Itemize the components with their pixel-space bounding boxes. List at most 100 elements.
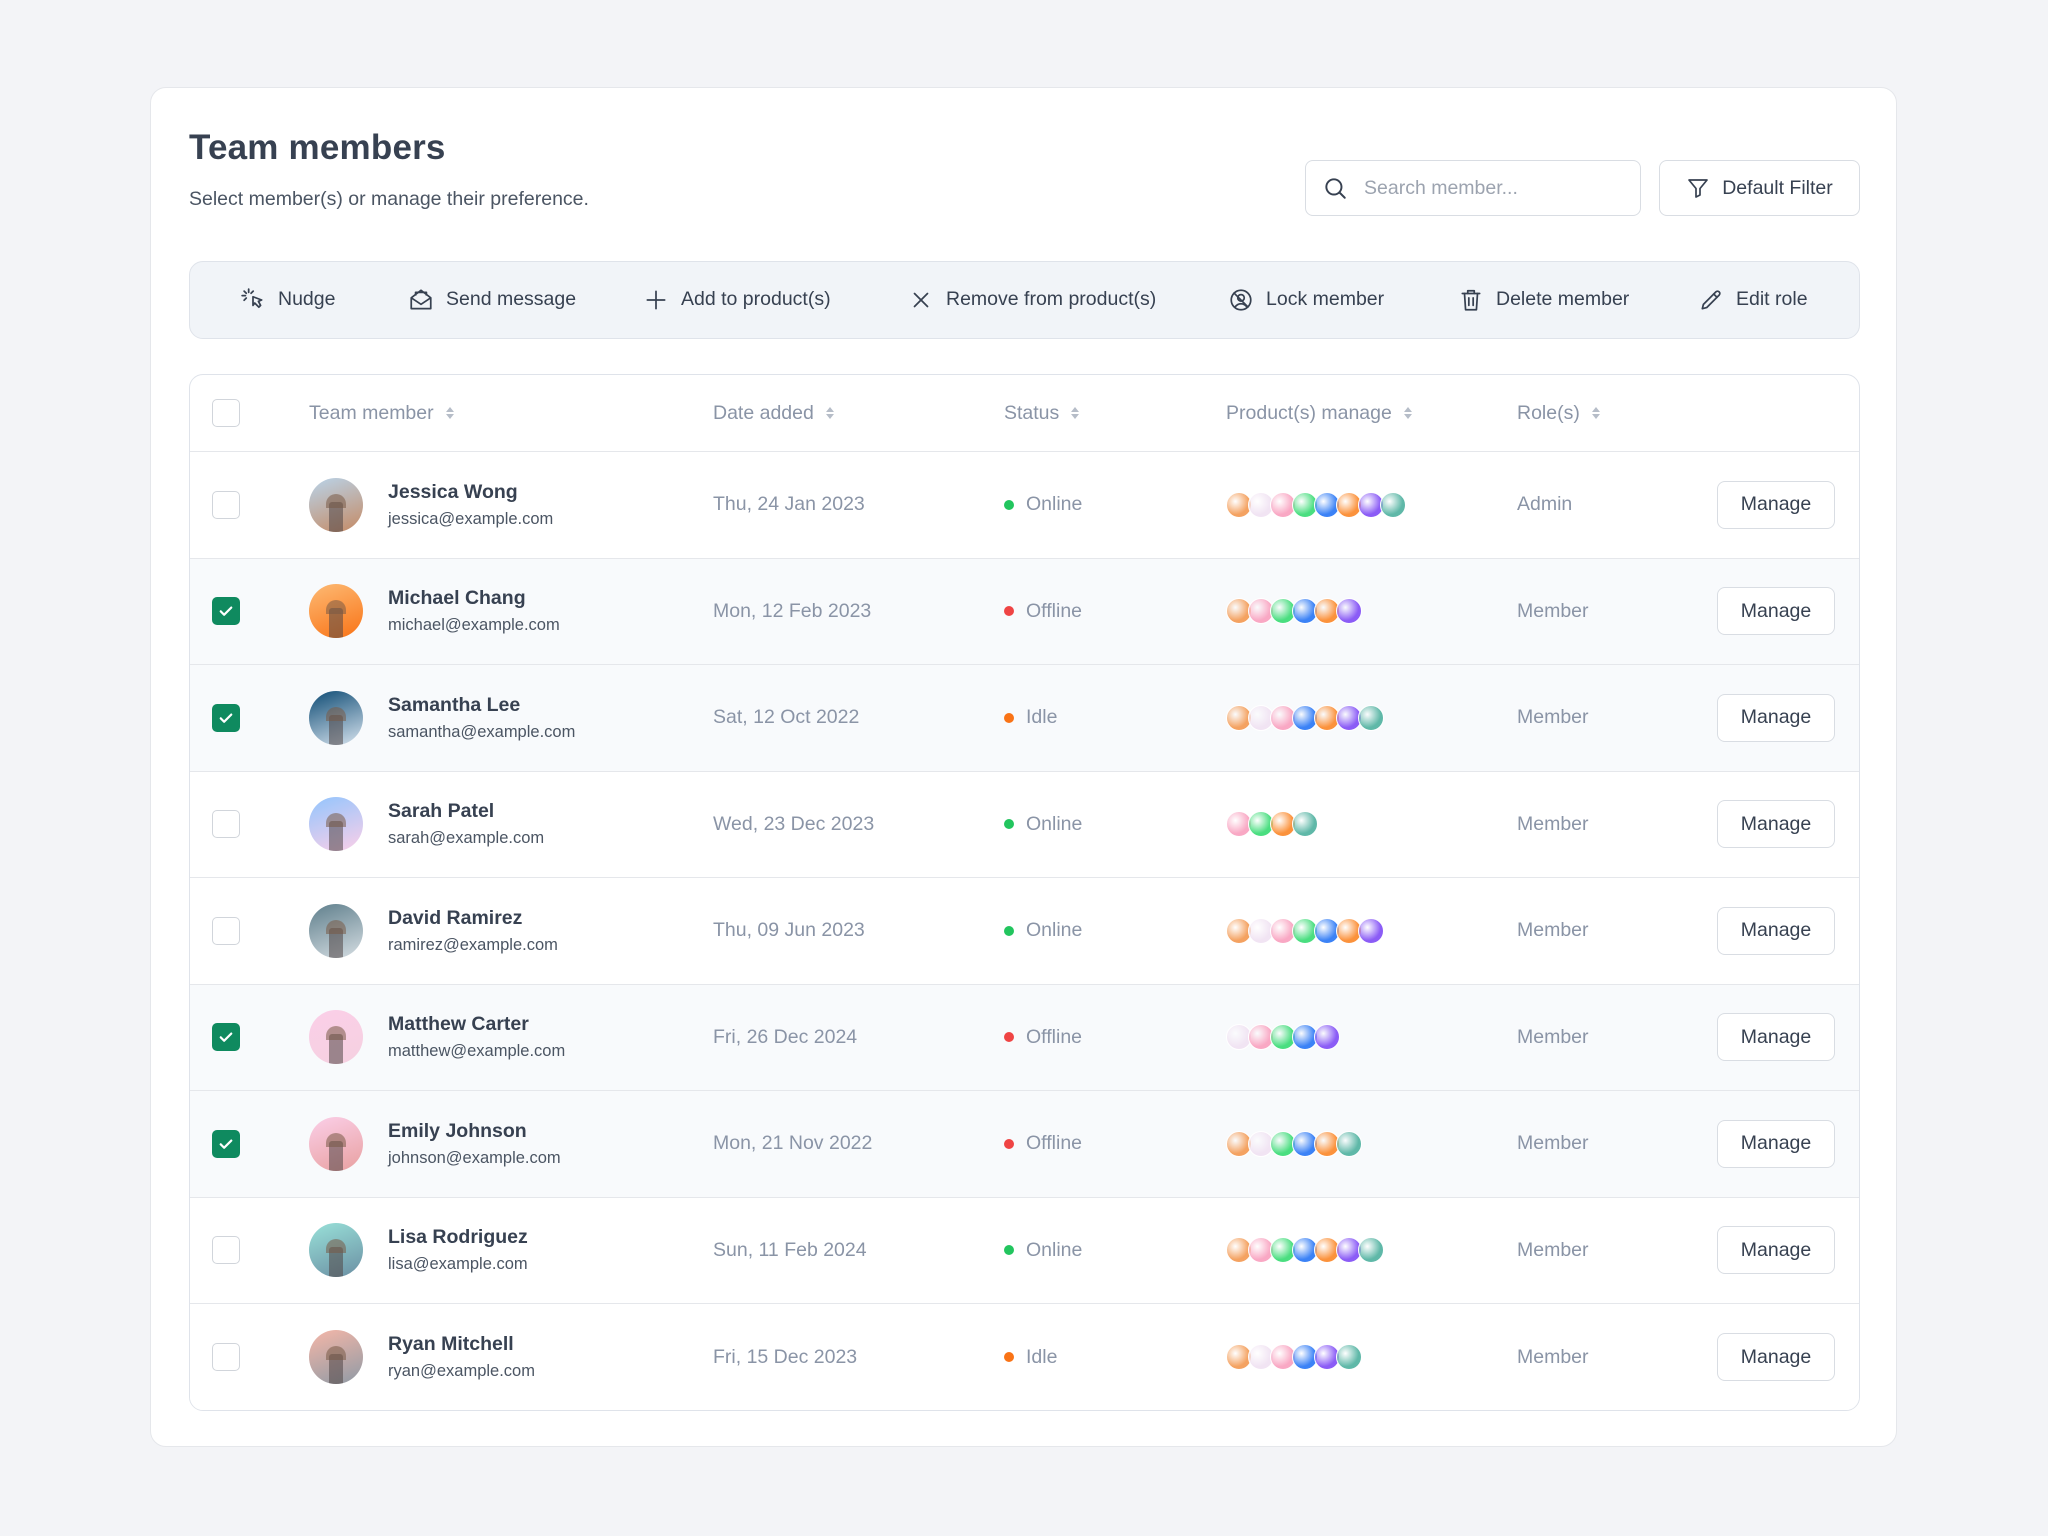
member-email: ramirez@example.com xyxy=(388,935,558,954)
row-select-cell xyxy=(212,772,240,878)
table-row[interactable]: David Ramirez ramirez@example.com Thu, 09 … xyxy=(190,878,1859,985)
check-icon xyxy=(219,606,233,617)
default-filter-button[interactable]: Default Filter xyxy=(1659,160,1860,216)
mail-icon xyxy=(410,288,432,310)
product-icon xyxy=(1248,917,1274,944)
check-icon xyxy=(219,713,233,723)
search-input[interactable] xyxy=(1362,175,1606,201)
member-email: johnson@example.com xyxy=(388,1148,561,1167)
products-cell xyxy=(1226,559,1362,665)
role-cell: Member xyxy=(1517,1091,1589,1197)
manage-button[interactable]: Manage xyxy=(1717,800,1835,849)
column-status[interactable]: Status xyxy=(1004,375,1081,451)
product-icon xyxy=(1336,1344,1362,1371)
row-checkbox[interactable] xyxy=(212,490,240,519)
manage-button[interactable]: Manage xyxy=(1717,480,1835,529)
column-roles[interactable]: Role(s) xyxy=(1517,375,1602,451)
column-team-member[interactable]: Team member xyxy=(309,375,456,451)
manage-button[interactable]: Manage xyxy=(1717,1013,1835,1062)
product-icon xyxy=(1314,1344,1340,1371)
product-icon xyxy=(1270,1130,1296,1157)
avatar xyxy=(309,690,363,745)
date-added: Sun, 11 Feb 2024 xyxy=(713,1238,867,1261)
table-row[interactable]: Samantha Lee samantha@example.com Sat, 12 … xyxy=(190,665,1859,772)
manage-button[interactable]: Manage xyxy=(1717,693,1835,742)
table-row[interactable]: Jessica Wong jessica@example.com Thu, 24 J… xyxy=(190,452,1859,559)
product-icon xyxy=(1292,1130,1318,1157)
product-icon xyxy=(1226,1130,1252,1157)
product-icon xyxy=(1226,491,1252,518)
nudge-button[interactable]: Nudge xyxy=(240,262,335,337)
member-email: jessica@example.com xyxy=(388,509,554,528)
member-cell: Emily Johnson johnson@example.com xyxy=(309,1091,561,1197)
column-date-added[interactable]: Date added xyxy=(713,375,836,451)
products-cell xyxy=(1226,878,1384,984)
row-checkbox[interactable] xyxy=(212,810,240,839)
product-icon xyxy=(1292,917,1318,944)
column-status-label: Status xyxy=(1004,401,1060,424)
member-name: Matthew Carter xyxy=(388,1013,529,1036)
manage-cell: Manage xyxy=(1717,1304,1835,1410)
product-icon xyxy=(1292,491,1318,518)
nudge-icon xyxy=(241,287,263,308)
manage-cell: Manage xyxy=(1717,665,1835,771)
manage-button[interactable]: Manage xyxy=(1717,1226,1835,1275)
manage-button[interactable]: Manage xyxy=(1717,1333,1835,1382)
row-checkbox[interactable] xyxy=(212,1129,240,1158)
send-message-button[interactable]: Send message xyxy=(408,262,576,337)
date-cell: Fri, 26 Dec 2024 xyxy=(713,985,857,1091)
row-checkbox[interactable] xyxy=(212,1023,240,1052)
role-cell: Admin xyxy=(1517,452,1572,558)
table-row[interactable]: Lisa Rodriguez lisa@example.com Sun, 11 Fe… xyxy=(190,1197,1859,1304)
member-email: matthew@example.com xyxy=(388,1042,566,1061)
table-row[interactable]: Michael Chang michael@example.com Mon, 12 … xyxy=(190,558,1859,665)
select-all-checkbox[interactable] xyxy=(212,399,240,427)
date-added: Thu, 24 Jan 2023 xyxy=(713,493,865,516)
bulk-action-toolbar: Nudge Send message Add to product(s) Rem… xyxy=(189,261,1860,339)
date-added: Fri, 26 Dec 2024 xyxy=(713,1025,858,1048)
date-added: Mon, 12 Feb 2023 xyxy=(713,599,872,622)
product-icon xyxy=(1358,917,1384,944)
search-box[interactable] xyxy=(1305,160,1641,216)
row-checkbox[interactable] xyxy=(212,1236,240,1265)
product-icon xyxy=(1226,598,1252,625)
product-icons xyxy=(1226,1344,1362,1371)
column-roles-label: Role(s) xyxy=(1517,401,1580,424)
table-row[interactable]: Sarah Patel sarah@example.com Wed, 23 Dec … xyxy=(190,771,1859,878)
edit-role-label: Edit role xyxy=(1736,288,1808,310)
table-row[interactable]: Matthew Carter matthew@example.com Fri, 26… xyxy=(190,984,1859,1091)
product-icons xyxy=(1226,1237,1384,1264)
edit-role-button[interactable]: Edit role xyxy=(1698,262,1808,337)
member-cell: Matthew Carter matthew@example.com xyxy=(309,985,565,1091)
date-cell: Thu, 09 Jun 2023 xyxy=(713,878,865,984)
manage-button[interactable]: Manage xyxy=(1717,587,1835,636)
column-products-manage[interactable]: Product(s) manage xyxy=(1226,375,1414,451)
row-checkbox[interactable] xyxy=(212,597,240,626)
products-cell xyxy=(1226,772,1318,878)
date-added: Sat, 12 Oct 2022 xyxy=(713,706,860,729)
product-icon xyxy=(1270,1237,1296,1264)
delete-member-label: Delete member xyxy=(1496,288,1630,310)
row-checkbox[interactable] xyxy=(212,916,240,945)
row-checkbox[interactable] xyxy=(212,703,240,732)
product-icon xyxy=(1292,704,1318,731)
row-select-cell xyxy=(212,665,240,771)
products-cell xyxy=(1226,1091,1362,1197)
manage-cell: Manage xyxy=(1717,772,1835,878)
lock-member-button[interactable]: Lock member xyxy=(1228,262,1384,337)
row-checkbox[interactable] xyxy=(212,1343,240,1372)
remove-from-products-button[interactable]: Remove from product(s) xyxy=(908,262,1156,337)
add-to-products-button[interactable]: Add to product(s) xyxy=(643,262,831,337)
product-icon xyxy=(1314,491,1340,518)
manage-button[interactable]: Manage xyxy=(1717,1119,1835,1168)
role-text: Member xyxy=(1517,1345,1589,1368)
table-row[interactable]: Emily Johnson johnson@example.com Mon, 21 … xyxy=(190,1091,1859,1198)
row-select-cell xyxy=(212,878,240,984)
role-cell: Member xyxy=(1517,1304,1589,1410)
manage-button[interactable]: Manage xyxy=(1717,906,1835,955)
row-select-cell xyxy=(212,1304,240,1410)
delete-member-button[interactable]: Delete member xyxy=(1458,262,1629,337)
manage-cell: Manage xyxy=(1717,1198,1835,1304)
table-row[interactable]: Ryan Mitchell ryan@example.com Fri, 15 Dec… xyxy=(190,1304,1859,1410)
status-dot xyxy=(1004,1138,1014,1149)
